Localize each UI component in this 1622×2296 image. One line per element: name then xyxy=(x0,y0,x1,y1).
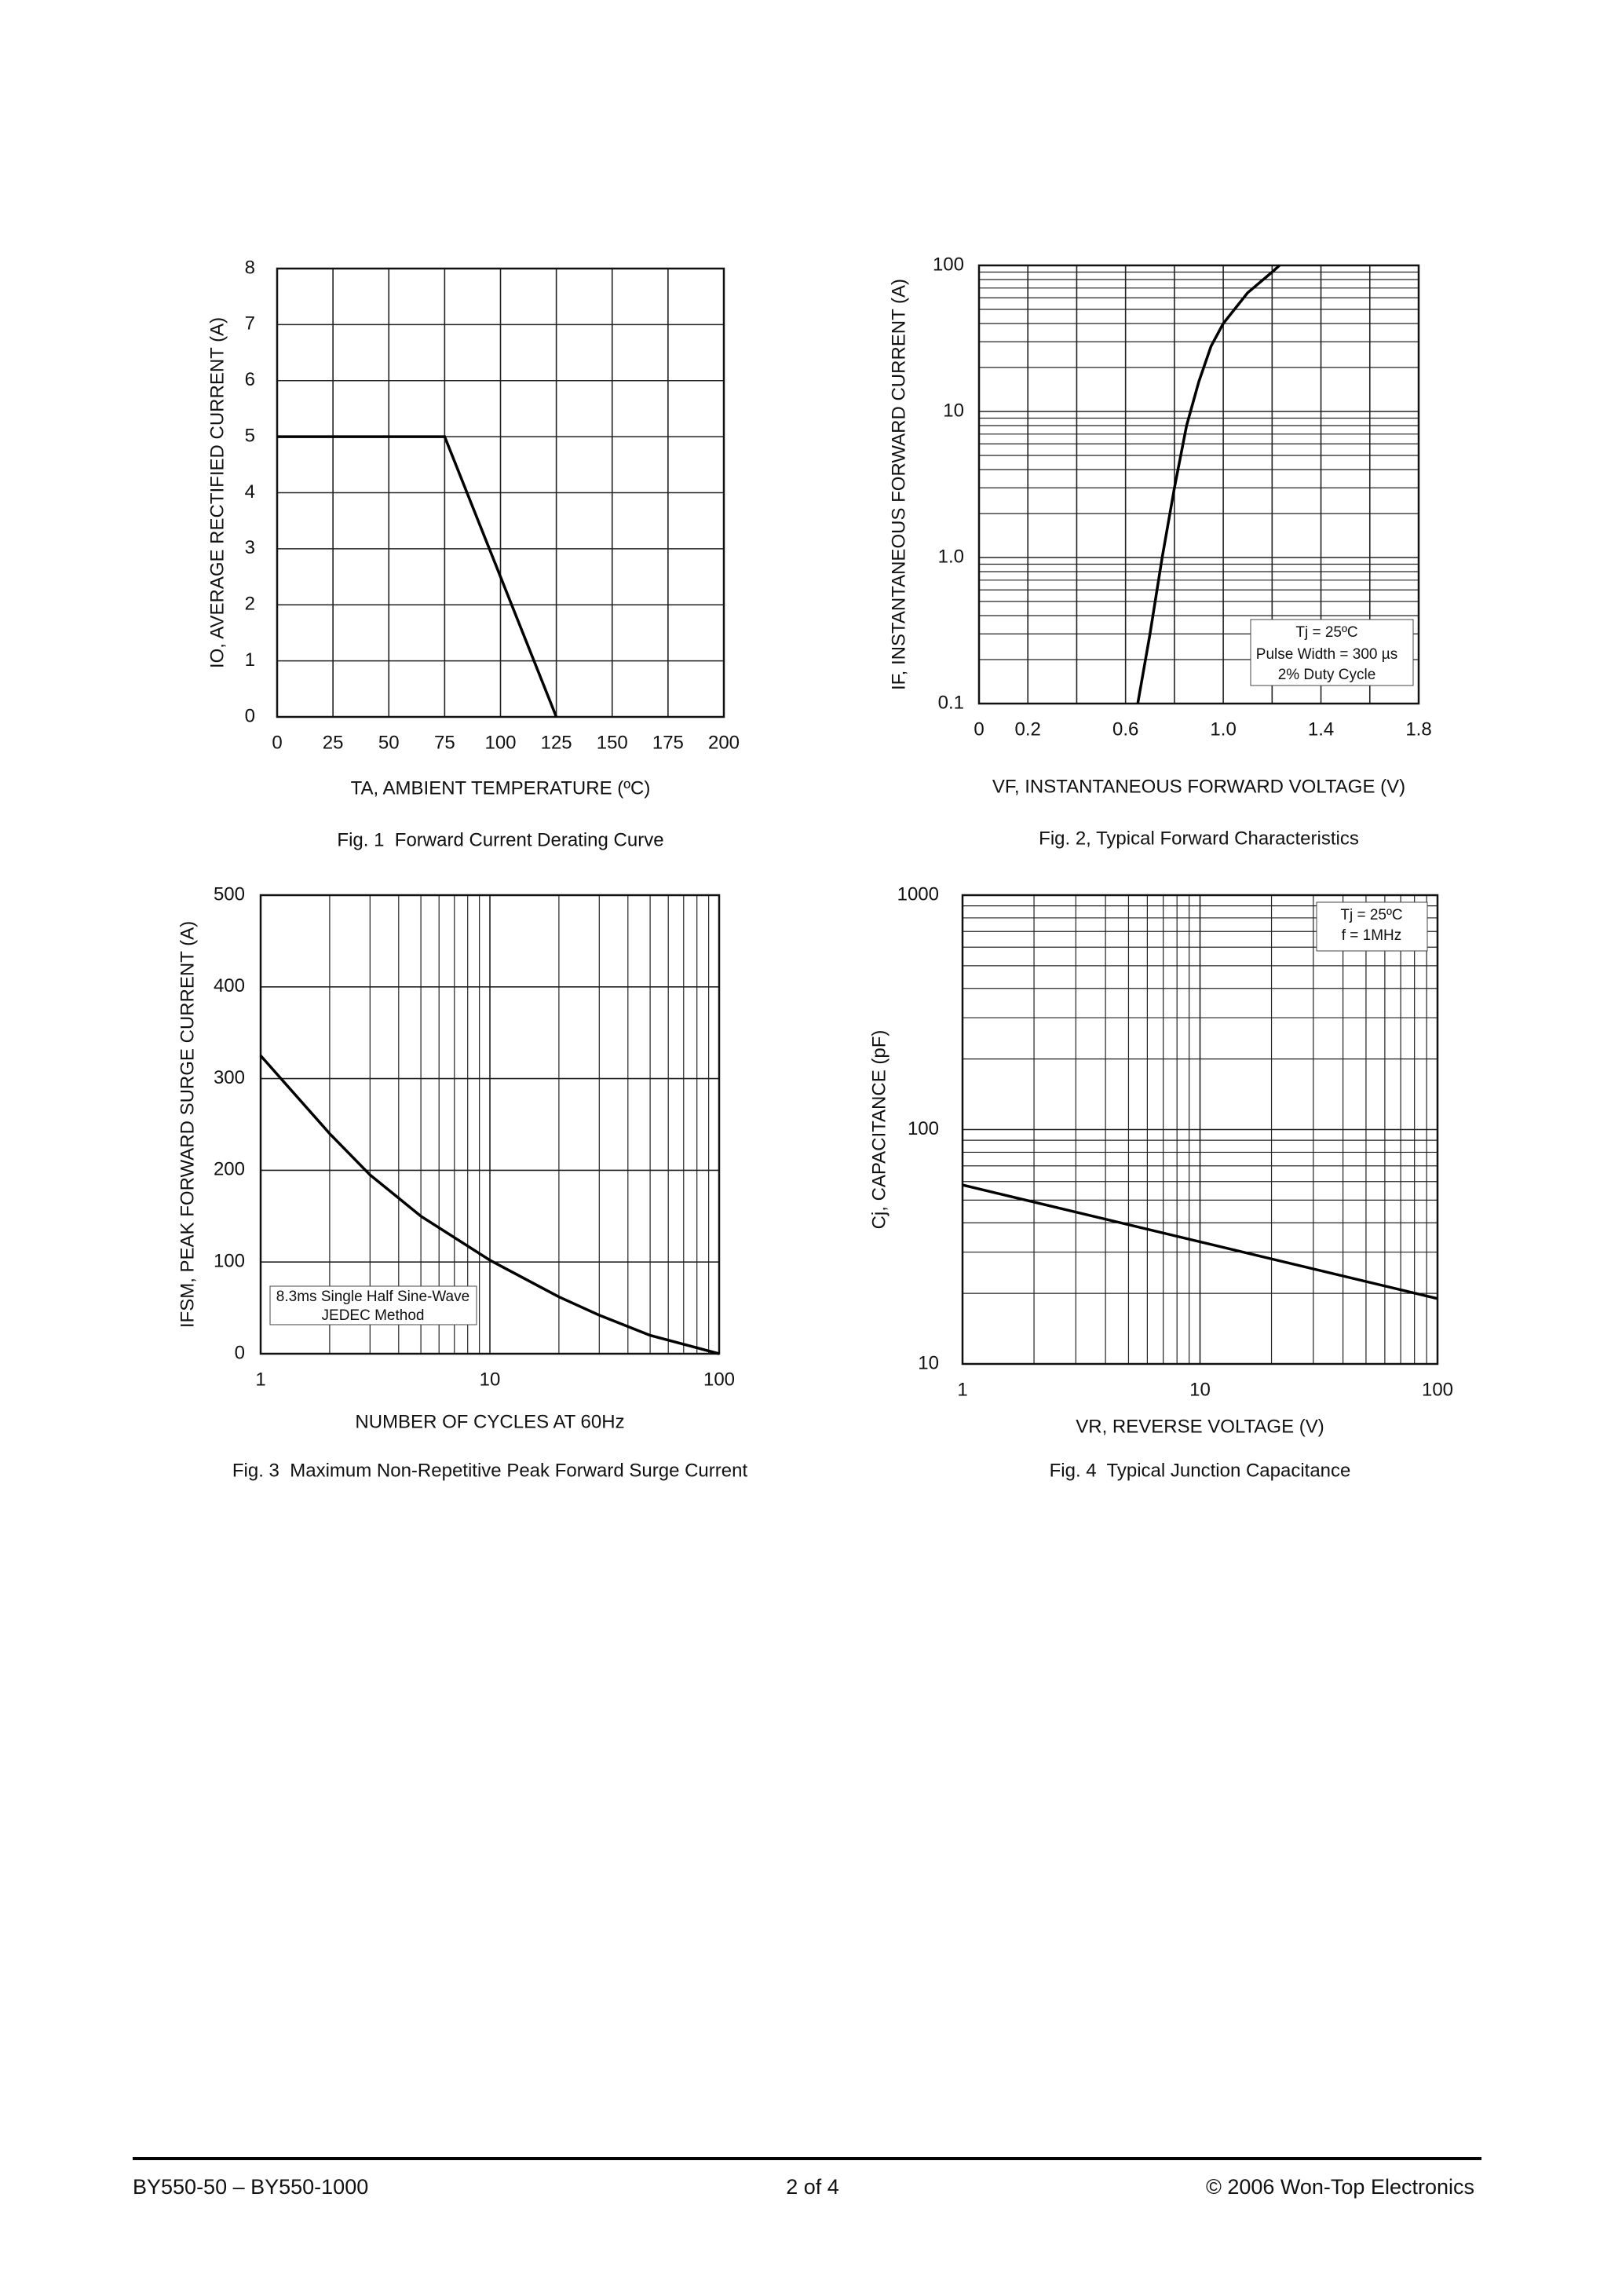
data-line xyxy=(1136,264,1280,704)
annotation-box xyxy=(1316,901,1428,952)
plot-frame xyxy=(276,267,725,718)
y-tick-label: 4 xyxy=(245,481,255,503)
figure-caption: Fig. 4 Typical Junction Capacitance xyxy=(1050,1460,1351,1481)
x-tick-label: 25 xyxy=(323,732,344,753)
x-tick-label: 10 xyxy=(1189,1379,1211,1400)
annotation: JEDEC Method xyxy=(322,1307,425,1324)
footer-center: 2 of 4 xyxy=(786,2175,839,2199)
footer-left: BY550-50 – BY550-1000 xyxy=(133,2175,368,2199)
y-tick-label: 300 xyxy=(214,1067,245,1088)
y-tick-label: 0 xyxy=(235,1342,245,1363)
x-tick-label: 0.2 xyxy=(1015,718,1041,740)
y-tick-label: 0 xyxy=(245,705,255,726)
x-tick-label: 0.6 xyxy=(1112,718,1138,740)
y-axis-label: IO, AVERAGE RECTIFIED CURRENT (A) xyxy=(206,317,228,668)
x-tick-label: 1 xyxy=(957,1379,967,1400)
x-tick-label: 200 xyxy=(708,732,740,753)
y-tick-label: 1.0 xyxy=(938,546,964,567)
plot-frame xyxy=(259,894,721,1355)
x-axis-label: NUMBER OF CYCLES AT 60Hz xyxy=(355,1411,624,1432)
plot-frame xyxy=(977,264,1420,705)
data-line xyxy=(259,1055,720,1355)
annotation: 2% Duty Cycle xyxy=(1278,667,1376,683)
data-line xyxy=(277,435,558,718)
x-axis-label: VF, INSTANTANEOUS FORWARD VOLTAGE (V) xyxy=(992,776,1405,797)
plot-frame xyxy=(961,894,1439,1366)
x-tick-label: 100 xyxy=(1422,1379,1453,1400)
x-tick-label: 1.4 xyxy=(1308,718,1334,740)
x-tick-label: 50 xyxy=(378,732,400,753)
x-tick-label: 175 xyxy=(652,732,684,753)
annotation: 8.3ms Single Half Sine-Wave xyxy=(276,1289,469,1305)
annotation: Tj = 25ºC xyxy=(1340,907,1402,923)
x-tick-label: 10 xyxy=(480,1369,501,1390)
y-tick-label: 5 xyxy=(245,425,255,446)
x-tick-label: 75 xyxy=(434,732,455,753)
y-tick-label: 8 xyxy=(245,257,255,278)
x-axis-label: VR, REVERSE VOLTAGE (V) xyxy=(1076,1416,1324,1437)
y-tick-label: 6 xyxy=(245,369,255,390)
x-tick-label: 100 xyxy=(703,1369,735,1390)
annotation-box xyxy=(1250,619,1414,686)
footer-right: © 2006 Won-Top Electronics xyxy=(1206,2175,1474,2199)
y-tick-label: 10 xyxy=(943,400,964,421)
annotation: Pulse Width = 300 µs xyxy=(1256,646,1397,663)
y-tick-label: 2 xyxy=(245,594,255,615)
annotation: Tj = 25ºC xyxy=(1295,624,1357,641)
figure-caption: Fig. 3 Maximum Non-Repetitive Peak Forwa… xyxy=(232,1460,748,1481)
y-tick-label: 1 xyxy=(245,649,255,671)
x-tick-label: 0 xyxy=(974,718,984,740)
x-tick-label: 1.0 xyxy=(1210,718,1236,740)
y-tick-label: 500 xyxy=(214,883,245,905)
y-tick-label: 200 xyxy=(214,1159,245,1180)
y-tick-label: 3 xyxy=(245,537,255,558)
x-tick-label: 100 xyxy=(484,732,516,753)
y-tick-label: 1000 xyxy=(897,883,939,905)
y-axis-label: IFSM, PEAK FORWARD SURGE CURRENT (A) xyxy=(177,921,198,1328)
x-tick-label: 150 xyxy=(597,732,628,753)
x-axis-label: TA, AMBIENT TEMPERATURE (ºC) xyxy=(351,777,651,799)
y-tick-label: 10 xyxy=(918,1352,939,1373)
figure-caption: Fig. 2, Typical Forward Characteristics xyxy=(1039,828,1359,849)
y-axis-label: IF, INSTANTANEOUS FORWARD CURRENT (A) xyxy=(888,279,909,690)
y-tick-label: 100 xyxy=(214,1251,245,1272)
x-tick-label: 0 xyxy=(272,732,282,753)
y-axis-label: Cj, CAPACITANCE (pF) xyxy=(868,1030,890,1230)
x-tick-label: 125 xyxy=(541,732,572,753)
data-line xyxy=(962,1183,1438,1300)
y-tick-label: 100 xyxy=(908,1118,939,1139)
x-tick-label: 1.8 xyxy=(1405,718,1431,740)
y-tick-label: 100 xyxy=(933,254,964,275)
x-tick-label: 1 xyxy=(255,1369,265,1390)
y-tick-label: 0.1 xyxy=(938,692,964,713)
y-tick-label: 400 xyxy=(214,975,245,996)
figure-caption: Fig. 1 Forward Current Derating Curve xyxy=(337,829,663,850)
annotation-box xyxy=(269,1285,477,1325)
annotation: f = 1MHz xyxy=(1342,927,1402,944)
y-tick-label: 7 xyxy=(245,313,255,335)
